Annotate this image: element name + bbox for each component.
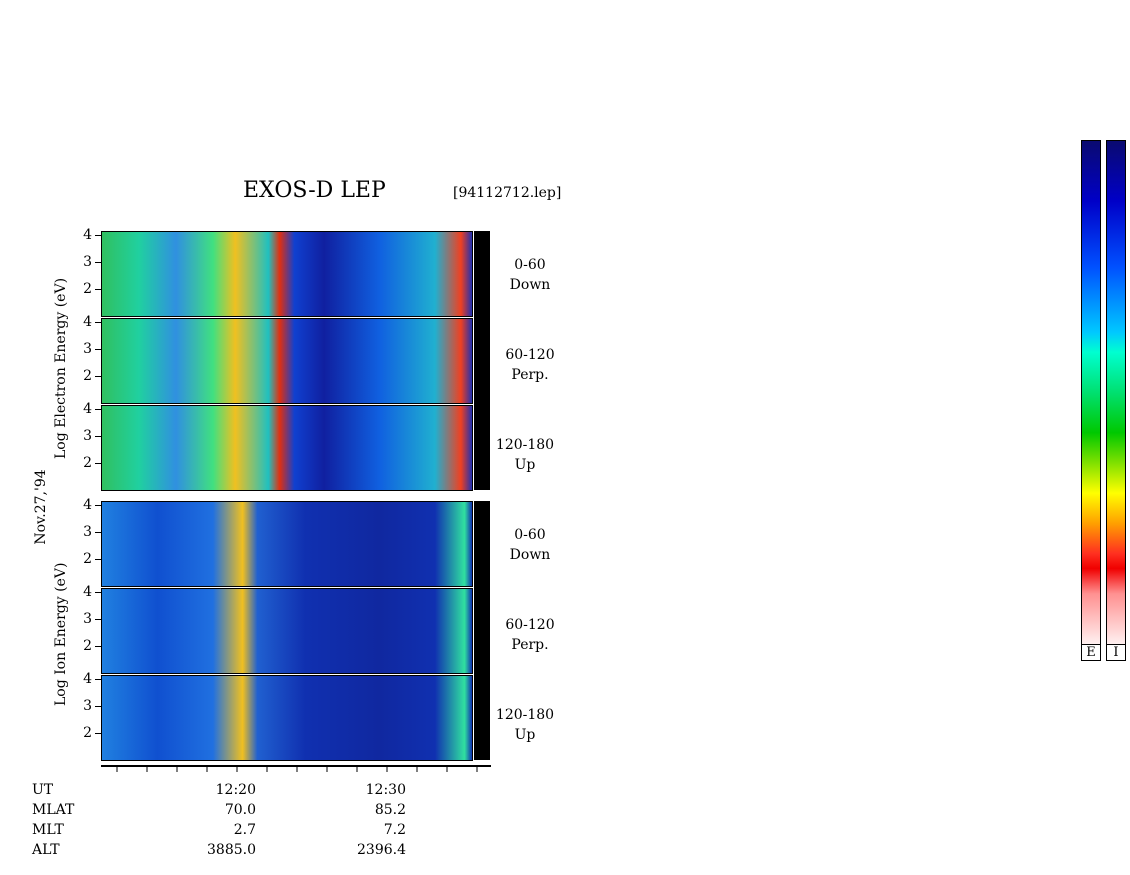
y-tick-label: 4	[83, 227, 92, 243]
y-tick-mark	[95, 559, 101, 560]
date-label: Nov.27,'94	[33, 469, 49, 545]
alt-value: 2396.4	[357, 842, 406, 858]
mlat-label: MLAT	[32, 802, 75, 818]
y-tick-mark	[95, 349, 101, 350]
panel-angle: 0-60	[514, 257, 546, 273]
electron-panel-2-label: 60-120 Perp.	[500, 345, 560, 385]
file-name: [94112712.lep]	[453, 185, 562, 201]
ion-axis-label: Log Ion Energy (eV)	[53, 562, 69, 706]
y-tick-label: 3	[83, 524, 92, 540]
y-tick-label: 3	[83, 698, 92, 714]
electron-axis-label: Log Electron Energy (eV)	[53, 277, 69, 459]
ion-blackbar	[474, 501, 490, 760]
y-tick-label: 2	[83, 455, 92, 471]
panel-angle: 120-180	[495, 437, 555, 453]
alt-value: 3885.0	[207, 842, 256, 858]
panel-dir: Down	[509, 277, 551, 293]
panel-dir: Down	[509, 547, 551, 563]
y-tick-label: 4	[83, 401, 92, 417]
y-tick-label: 2	[83, 551, 92, 567]
alt-label: ALT	[32, 842, 60, 858]
y-tick-label: 3	[83, 341, 92, 357]
y-tick-label: 4	[83, 314, 92, 330]
y-tick-label: 4	[83, 584, 92, 600]
y-tick-label: 3	[83, 611, 92, 627]
panel-dir: Perp.	[511, 367, 549, 383]
ion-panel-3-label: 120-180 Up	[495, 705, 555, 745]
electron-spectrogram-3	[101, 405, 473, 491]
panel-angle: 120-180	[495, 707, 555, 723]
panel-angle: 0-60	[514, 527, 546, 543]
y-tick-mark	[95, 409, 101, 410]
y-tick-mark	[95, 289, 101, 290]
time-axis	[101, 765, 491, 772]
y-tick-mark	[95, 262, 101, 263]
y-tick-mark	[95, 436, 101, 437]
electron-spectrogram-2	[101, 318, 473, 404]
electron-colorbar-label: E	[1081, 644, 1101, 661]
y-tick-mark	[95, 733, 101, 734]
electron-panel-3-label: 120-180 Up	[495, 435, 555, 475]
ut-label: UT	[32, 782, 54, 798]
electron-panel-1-label: 0-60 Down	[500, 255, 560, 295]
chart-title: EXOS-D LEP	[243, 178, 386, 203]
y-tick-mark	[95, 235, 101, 236]
ion-spectrogram-1	[101, 501, 473, 587]
mlt-label: MLT	[32, 822, 64, 838]
ion-panel-1-label: 0-60 Down	[500, 525, 560, 565]
mlt-value: 2.7	[233, 822, 256, 838]
y-tick-label: 2	[83, 368, 92, 384]
mlat-value: 70.0	[224, 802, 256, 818]
y-tick-mark	[95, 322, 101, 323]
panel-angle: 60-120	[505, 347, 555, 363]
ut-value: 12:20	[215, 782, 256, 798]
panel-dir: Up	[514, 727, 536, 743]
y-tick-label: 2	[83, 281, 92, 297]
y-tick-label: 4	[83, 671, 92, 687]
ion-spectrogram-2	[101, 588, 473, 674]
panel-angle: 60-120	[505, 617, 555, 633]
y-tick-label: 2	[83, 638, 92, 654]
footer-labels: UT MLAT MLT ALT	[32, 780, 74, 860]
mlt-value: 7.2	[383, 822, 406, 838]
y-tick-label: 3	[83, 428, 92, 444]
y-tick-mark	[95, 505, 101, 506]
y-tick-label: 4	[83, 497, 92, 513]
ut-value: 12:30	[365, 782, 406, 798]
electron-colorbar	[1081, 140, 1101, 645]
y-tick-mark	[95, 646, 101, 647]
panel-dir: Up	[514, 457, 536, 473]
electron-spectrogram-1	[101, 231, 473, 317]
footer-col-1220: 12:20 70.0 2.7 3885.0	[186, 780, 256, 860]
ion-colorbar-label: I	[1106, 644, 1126, 661]
footer-col-1230: 12:30 85.2 7.2 2396.4	[336, 780, 406, 860]
ion-spectrogram-3	[101, 675, 473, 761]
panel-dir: Perp.	[511, 637, 549, 653]
y-tick-label: 3	[83, 254, 92, 270]
y-tick-label: 2	[83, 725, 92, 741]
y-tick-mark	[95, 532, 101, 533]
y-tick-mark	[95, 592, 101, 593]
y-tick-mark	[95, 463, 101, 464]
y-tick-mark	[95, 679, 101, 680]
y-tick-mark	[95, 619, 101, 620]
y-tick-mark	[95, 706, 101, 707]
electron-blackbar	[474, 231, 490, 490]
ion-panel-2-label: 60-120 Perp.	[500, 615, 560, 655]
mlat-value: 85.2	[374, 802, 406, 818]
ion-colorbar	[1106, 140, 1126, 645]
y-tick-mark	[95, 376, 101, 377]
